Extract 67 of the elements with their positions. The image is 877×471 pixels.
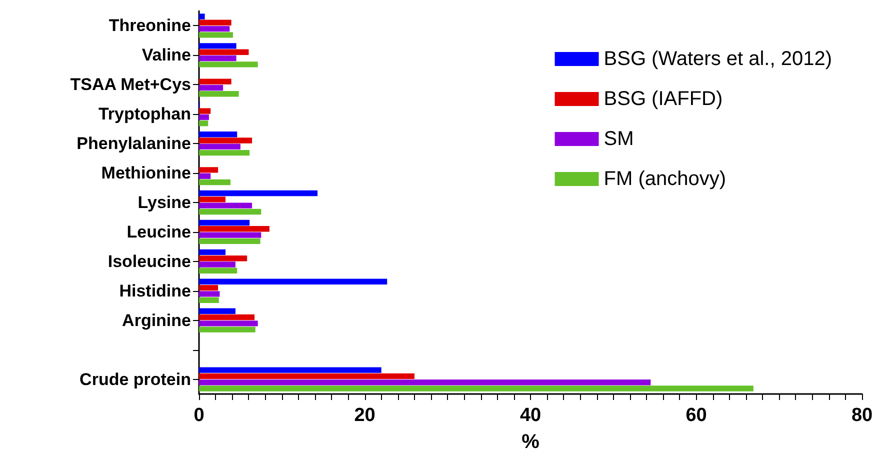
bar <box>199 320 258 326</box>
bar <box>199 255 248 262</box>
bar <box>199 144 240 150</box>
bar <box>199 173 211 179</box>
bar <box>199 91 239 97</box>
y-tick-label: Lysine <box>138 193 191 212</box>
x-axis-title: % <box>522 431 540 453</box>
bar <box>199 26 230 32</box>
bar <box>199 202 252 208</box>
bar <box>199 20 232 26</box>
x-tick-label: 60 <box>686 405 707 426</box>
legend-label: BSG (Waters et al., 2012) <box>604 48 832 70</box>
bar <box>199 43 236 49</box>
bar <box>199 291 220 297</box>
bar <box>199 150 250 156</box>
bar <box>199 379 651 386</box>
bar <box>199 196 226 202</box>
bar <box>199 62 258 68</box>
bar <box>199 367 382 373</box>
bar <box>199 84 224 91</box>
bar <box>199 226 270 232</box>
bar <box>199 232 262 238</box>
y-tick-label: Threonine <box>108 16 191 36</box>
bar <box>199 120 208 126</box>
y-tick-label: Crude protein <box>80 370 191 389</box>
y-tick-label: Valine <box>142 46 191 65</box>
legend-label: SM <box>604 128 634 150</box>
bar <box>199 190 318 196</box>
bar <box>199 262 236 268</box>
y-tick-label: Tryptophan <box>98 104 191 124</box>
bar <box>199 55 236 62</box>
x-tick-label: 40 <box>520 405 542 426</box>
bar <box>199 386 754 392</box>
y-tick-label: Histidine <box>119 281 191 300</box>
y-tick-label: Isoleucine <box>108 252 191 271</box>
bar <box>199 373 414 380</box>
bar <box>199 249 226 256</box>
legend-label: FM (anchovy) <box>604 168 726 190</box>
bar <box>199 297 219 303</box>
bar <box>199 32 233 38</box>
x-tick-label: 80 <box>851 405 873 426</box>
bar <box>199 284 218 291</box>
bar <box>199 308 236 314</box>
bar <box>199 314 255 320</box>
bar <box>199 268 238 274</box>
x-tick-label: 0 <box>194 405 204 426</box>
bar <box>199 78 232 84</box>
bar <box>199 278 388 285</box>
bar <box>199 179 230 186</box>
y-tick-label: Arginine <box>122 310 191 330</box>
bar <box>199 326 256 332</box>
y-tick-label: Methionine <box>101 164 191 183</box>
bar <box>199 49 249 55</box>
bar <box>199 238 260 244</box>
y-tick-label: TSAA Met+Cys <box>70 75 191 94</box>
bar <box>199 14 205 20</box>
bar <box>199 114 209 120</box>
x-tick-label: 20 <box>354 405 376 426</box>
bar <box>199 208 262 215</box>
bar <box>199 138 252 144</box>
legend-label: BSG (IAFFD) <box>604 88 723 110</box>
y-tick-label: Phenylalanine <box>76 134 191 154</box>
bar <box>199 132 238 138</box>
bar <box>199 220 250 226</box>
bar <box>199 108 211 114</box>
y-tick-label: Leucine <box>126 222 191 242</box>
bar <box>199 167 218 173</box>
